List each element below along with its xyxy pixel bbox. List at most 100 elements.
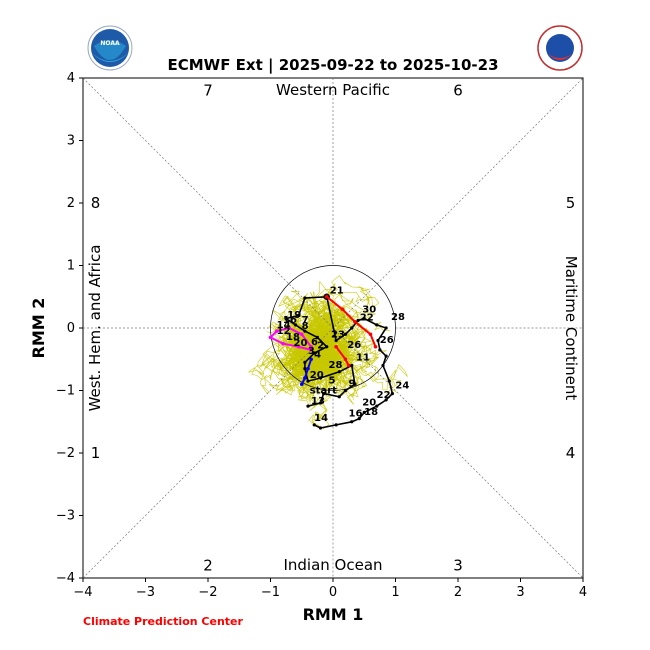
day-label: 28 (391, 312, 405, 323)
day-label: 11 (356, 352, 370, 363)
observed-point (297, 313, 301, 318)
x-axis-label: RMM 1 (303, 605, 364, 624)
phase-label: 3 (453, 557, 463, 575)
y-axis-label: RMM 2 (29, 298, 48, 359)
observed-point (303, 329, 307, 333)
observed-point (384, 398, 388, 402)
observed-point (356, 318, 360, 323)
observed-point (293, 323, 298, 327)
y-axis-ticks: −4 −3 −2 −1 0 1 2 3 4 (56, 71, 83, 586)
x-tick-label: 0 (329, 585, 337, 600)
y-tick-label: 3 (67, 134, 75, 149)
day-label: 18 (364, 407, 378, 418)
observed-point (378, 348, 382, 352)
day-label: 24 (395, 381, 409, 392)
phase-label: 8 (91, 194, 101, 212)
observed-point (318, 376, 323, 380)
observed-point (318, 401, 323, 405)
day-label: 7 (302, 315, 309, 326)
mean-magenta-line-point (287, 326, 292, 330)
y-tick-label: 4 (67, 71, 75, 86)
day-label: 18 (286, 332, 300, 343)
observed-point (353, 382, 357, 386)
unit-circle (270, 265, 396, 391)
mean-magenta-line-point (281, 341, 285, 346)
mean-magenta-line-point (309, 344, 313, 349)
day-label: 5 (329, 376, 336, 387)
day-label: 20 (310, 370, 324, 381)
day-label: 6 (311, 337, 318, 348)
mean-red-line-point (324, 294, 329, 299)
day-label: 16 (283, 315, 297, 326)
day-label: 26 (347, 340, 361, 351)
mean-blue-line-point (303, 376, 307, 380)
ensemble-member-line (297, 357, 338, 400)
day-label: 13 (311, 396, 325, 407)
mean-red-line-2-point (334, 344, 338, 349)
day-label: start (310, 386, 337, 397)
noaa-logo: NOAA (87, 25, 133, 71)
nws-logo (537, 25, 583, 71)
mean-red-line-2-point (343, 357, 348, 362)
day-label: 14 (277, 320, 291, 331)
day-label: 2 (317, 341, 324, 352)
observed-point (337, 370, 341, 374)
observed-point (384, 326, 388, 330)
observed-point (375, 404, 379, 408)
observed-line (284, 295, 394, 429)
x-tick-label: 2 (454, 585, 462, 600)
day-label: 16 (349, 409, 363, 420)
observed-point (337, 395, 341, 399)
day-label: 20 (294, 338, 308, 349)
observed-point (362, 410, 366, 414)
observed-point (334, 338, 338, 343)
mean-magenta-line-point (296, 344, 301, 349)
mean-magenta-line-point (274, 329, 279, 333)
observed-track (284, 293, 394, 430)
day-label: 20 (362, 397, 376, 408)
mean-blue-line-point (306, 366, 310, 371)
y-tick-label: −1 (56, 384, 75, 399)
observed-point (343, 332, 348, 336)
day-label: 4 (314, 349, 321, 360)
mean-magenta-line-point (309, 348, 313, 352)
observed-point (306, 379, 310, 383)
observed-point (381, 363, 385, 368)
observed-point (312, 351, 316, 355)
region-right: Maritime Continent (562, 256, 580, 401)
region-left: West. Hem. and Africa (86, 245, 104, 412)
svg-text:NOAA: NOAA (100, 40, 120, 47)
credit-text: Climate Prediction Center (83, 615, 243, 628)
day-label: 12 (277, 326, 291, 337)
observed-point (303, 360, 307, 364)
mean-red-line-2-point (346, 363, 351, 368)
mean-blue-line-point (299, 382, 304, 387)
ensemble-member-line (300, 312, 349, 371)
day-label: 22 (377, 390, 391, 401)
observed-point (284, 317, 288, 321)
observed-point (343, 388, 348, 393)
x-tick-label: −3 (136, 585, 155, 600)
mean-magenta-line (268, 326, 312, 351)
observed-point (322, 392, 326, 396)
phase-label: 6 (453, 82, 463, 100)
ensemble-member-line (300, 299, 348, 360)
day-label: 8 (302, 321, 309, 332)
observed-point (306, 404, 310, 408)
y-tick-label: −2 (56, 446, 75, 461)
y-tick-label: 1 (67, 259, 75, 274)
mean-magenta-line-point (299, 332, 304, 337)
day-label: 22 (360, 312, 374, 323)
observed-point (357, 417, 361, 421)
y-tick-label: 2 (67, 196, 75, 211)
observed-point (350, 363, 354, 368)
x-tick-label: −1 (261, 585, 280, 600)
mean-red-line-point (368, 332, 373, 337)
observed-point (384, 354, 388, 358)
day-label: 19 (287, 310, 301, 321)
x-axis-ticks: −4 −3 −2 −1 0 1 2 3 4 (73, 578, 587, 600)
ensemble-members (248, 275, 408, 429)
